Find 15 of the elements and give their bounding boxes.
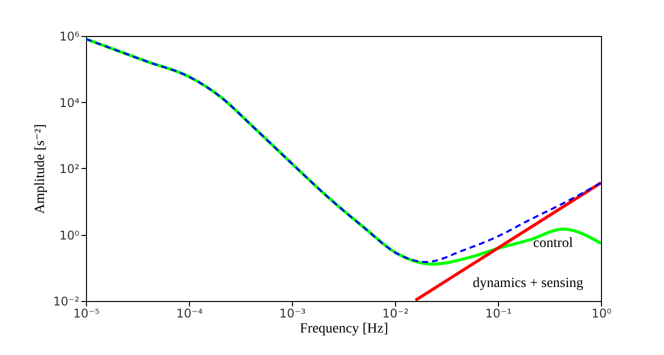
x-tick-label: 10⁰: [591, 306, 612, 320]
x-tick-label: 10⁻⁵: [73, 306, 100, 320]
y-tick-label: 10⁴: [59, 96, 80, 110]
y-axis-title: Amplitude [s⁻²]: [33, 124, 48, 214]
y-tick-label: 10²: [59, 162, 80, 176]
x-tick-label: 10⁻¹: [485, 306, 512, 320]
x-axis-title: Frequency [Hz]: [300, 322, 388, 336]
y-tick-label: 10⁶: [59, 30, 80, 44]
annotation: dynamics + sensing: [472, 276, 584, 291]
annotation: control: [533, 236, 573, 251]
y-tick-label: 10⁰: [59, 228, 80, 242]
x-tick-label: 10⁻²: [382, 306, 409, 320]
y-tick-label: 10⁻²: [53, 294, 80, 308]
x-tick-label: 10⁻³: [279, 306, 306, 320]
x-tick-label: 10⁻⁴: [176, 306, 203, 320]
